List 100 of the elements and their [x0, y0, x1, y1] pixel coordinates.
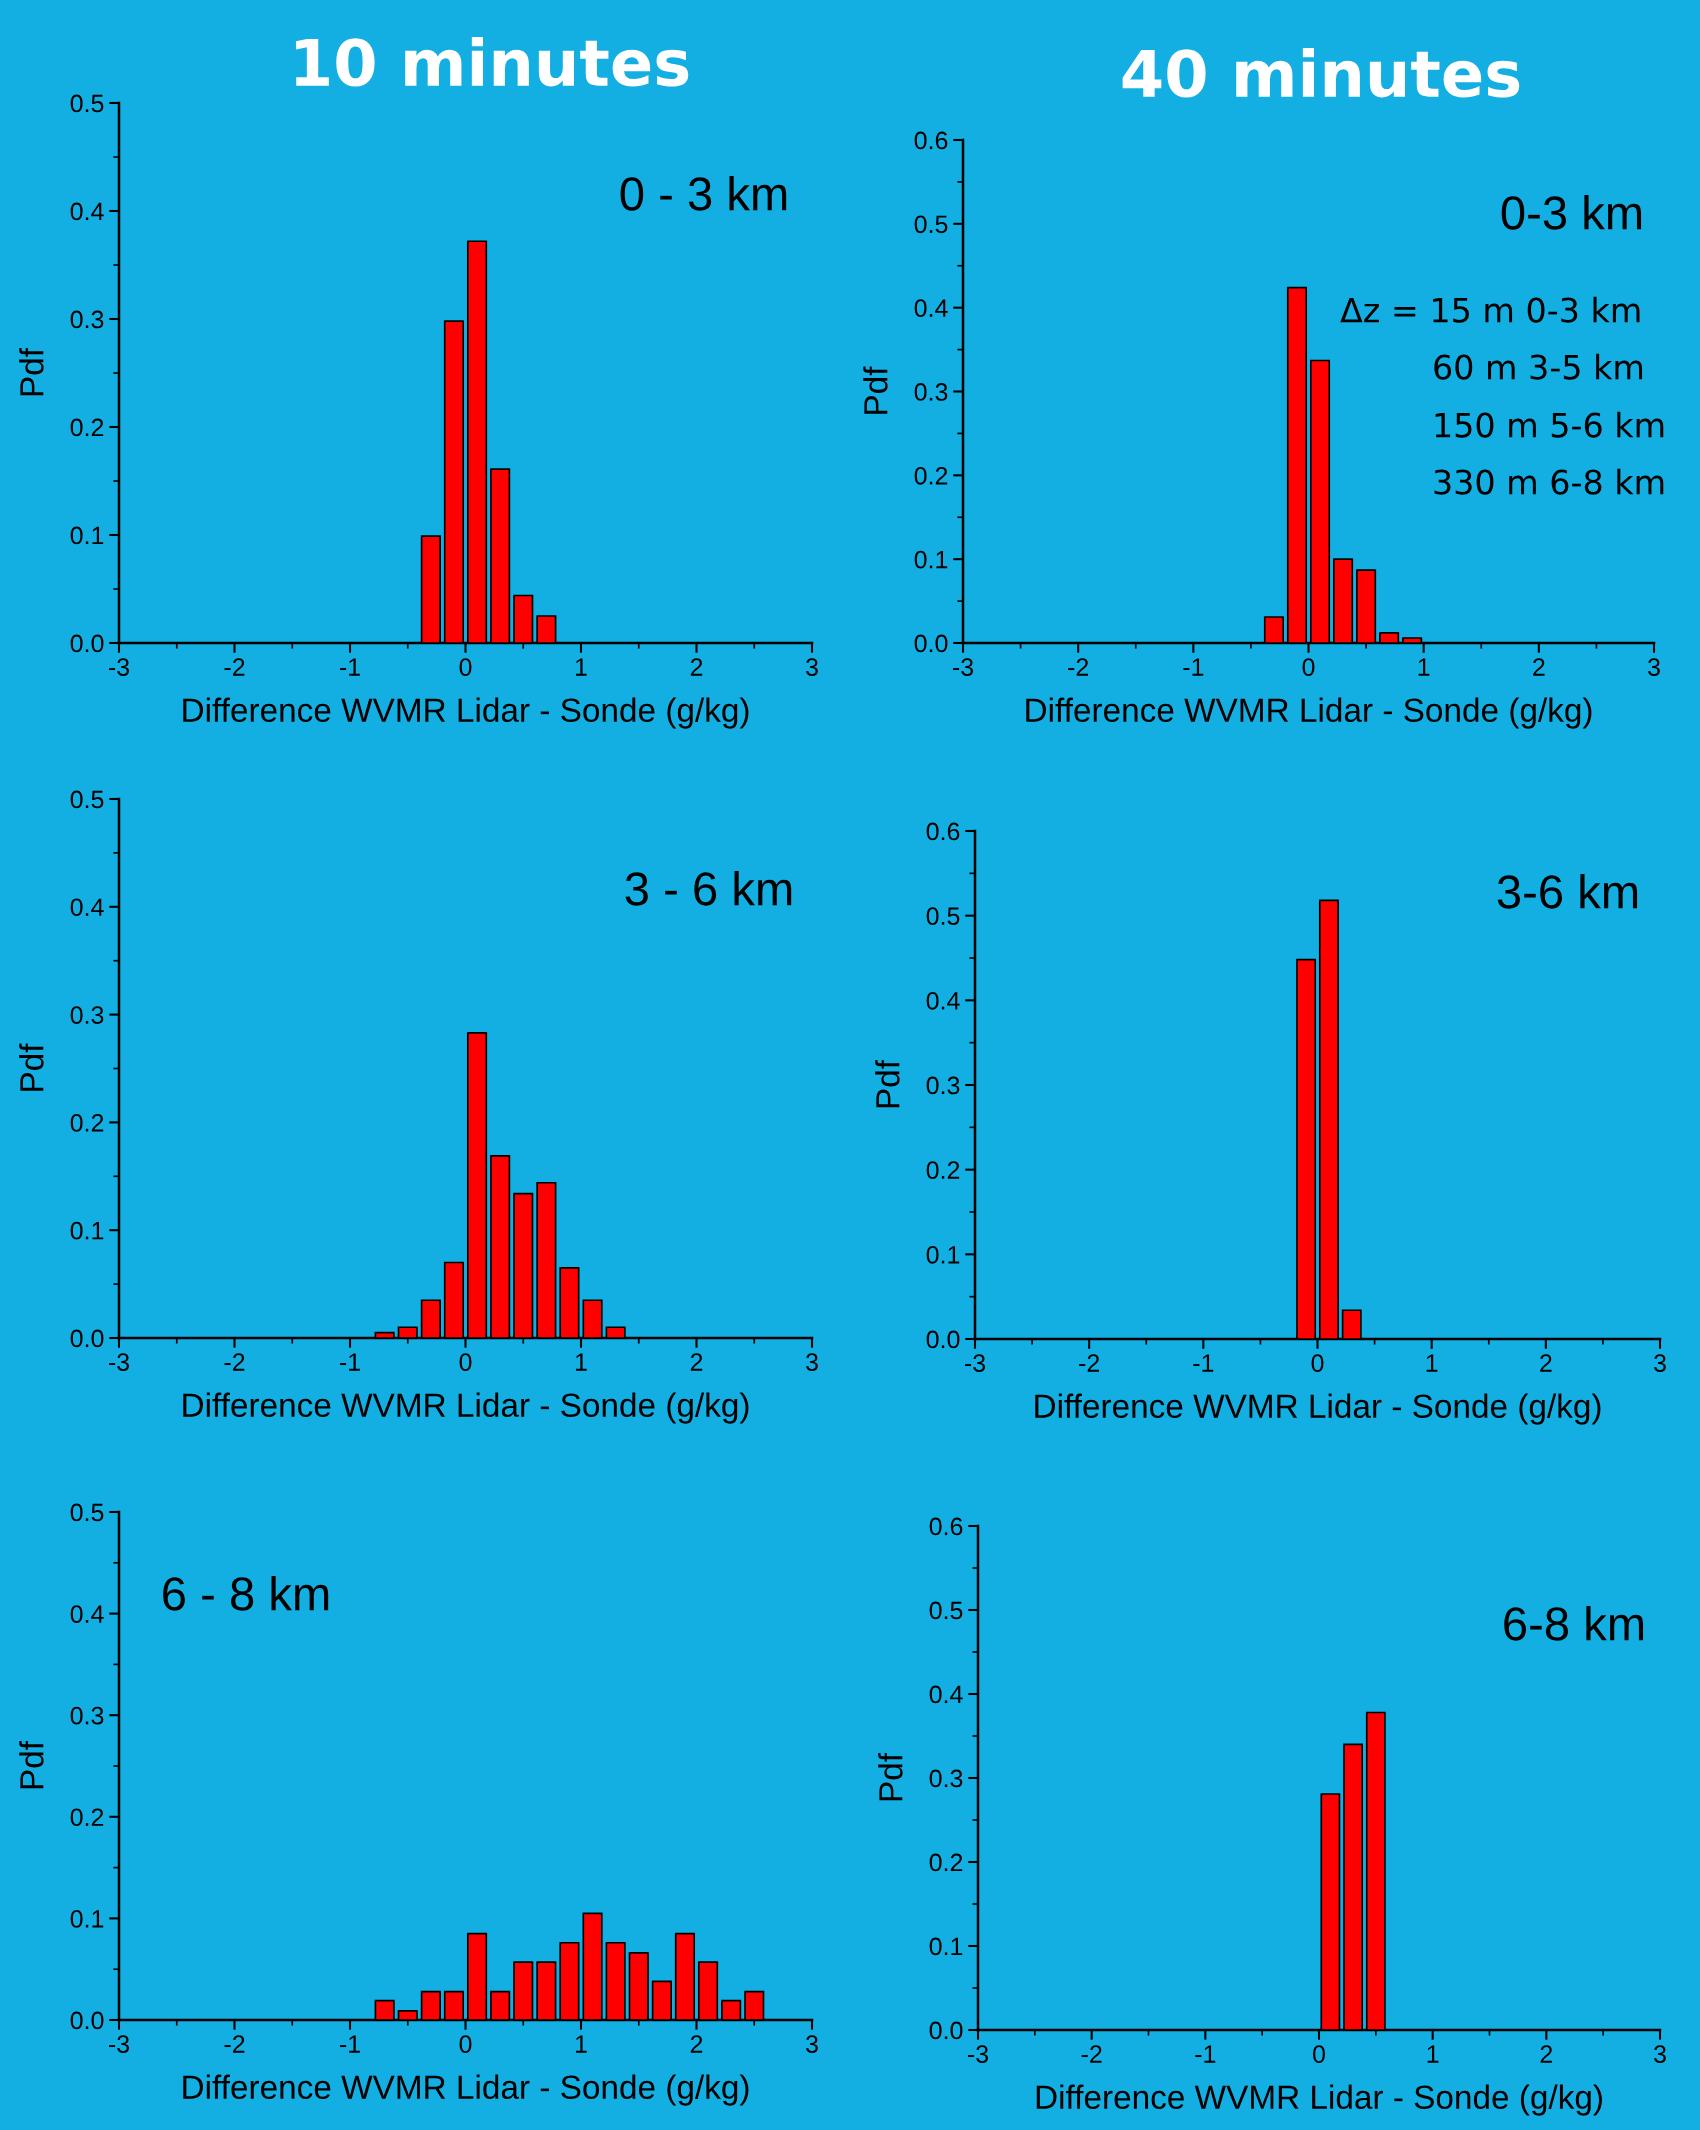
y-tick-label: 0.2 [926, 1161, 960, 1179]
x-tick-label: -2 [1079, 1354, 1100, 1372]
x-tick-label: 2 [1540, 1354, 1552, 1372]
y-axis-title: Pdf [875, 1059, 900, 1108]
x-tick-label: 3 [806, 2035, 818, 2053]
y-axis-title: Pdf [863, 366, 888, 414]
y-tick-label: 0.0 [929, 2021, 963, 2040]
y-tick-label: 0.0 [926, 1330, 960, 1349]
x-tick-label: 3 [1654, 2045, 1666, 2063]
y-tick-label: 0.5 [70, 790, 104, 809]
x-tick-label: 1 [1427, 2045, 1439, 2063]
x-tick-label: 3 [1648, 658, 1660, 676]
y-tick-label: 0.3 [70, 310, 104, 329]
y-tick-label: 0.3 [929, 1769, 963, 1788]
x-tick-label: 2 [690, 2035, 703, 2053]
x-tick-label: 1 [575, 1353, 587, 1371]
x-tick-label: 3 [806, 658, 818, 676]
annotation: 3-6 km [1497, 873, 1638, 909]
x-axis-title: Difference WVMR Lidar - Sonde (g/kg) [183, 1392, 749, 1424]
y-tick-label: 0.3 [70, 1706, 104, 1725]
x-tick-label: 2 [1540, 2045, 1553, 2063]
x-tick-label: -3 [109, 658, 130, 676]
x-tick-label: 2 [1533, 658, 1545, 676]
y-tick-label: 0.4 [914, 299, 948, 317]
x-tick-label: -2 [224, 2035, 245, 2053]
x-tick-label: 0 [1313, 2045, 1325, 2063]
annotation: 150 m 5-6 km [1435, 411, 1664, 438]
y-tick-label: 0.5 [914, 215, 948, 234]
y-tick-label: 0.1 [70, 1221, 104, 1240]
x-tick-label: 2 [690, 658, 703, 676]
chart-title: 40 minutes [1122, 48, 1520, 98]
annotation: Δz = 15 m 0-3 km [1340, 296, 1640, 323]
annotation: 6-8 km [1504, 1605, 1644, 1641]
x-tick-label: 1 [575, 2035, 587, 2053]
y-tick-label: 0.0 [70, 2011, 104, 2030]
x-tick-label: 1 [575, 658, 587, 676]
y-tick-label: 0.2 [70, 1808, 104, 1827]
x-tick-label: 0 [1302, 658, 1315, 676]
y-tick-label: 0.5 [929, 1601, 963, 1620]
x-tick-label: -2 [224, 1353, 245, 1371]
y-tick-label: 0.5 [70, 94, 104, 113]
x-axis-title: Difference WVMR Lidar - Sonde (g/kg) [1035, 1393, 1601, 1425]
y-tick-label: 0.6 [926, 822, 960, 841]
y-tick-label: 0.4 [929, 1685, 963, 1704]
y-tick-label: 0.5 [70, 1503, 104, 1522]
y-tick-label: 0.2 [70, 1114, 104, 1132]
y-axis-title: Pdf [19, 347, 44, 396]
y-tick-label: 0.1 [926, 1245, 960, 1264]
annotation: 60 m 3-5 km [1434, 353, 1643, 380]
x-tick-label: -3 [109, 2035, 130, 2053]
x-tick-label: -3 [953, 658, 974, 676]
x-tick-label: 1 [1418, 658, 1430, 676]
y-tick-label: 0.4 [70, 1605, 104, 1623]
x-axis-title: Difference WVMR Lidar - Sonde (g/kg) [183, 697, 749, 729]
y-axis-title: Pdf [19, 1043, 44, 1091]
x-tick-label: 0 [1311, 1354, 1324, 1372]
x-tick-label: -2 [1081, 2045, 1102, 2063]
x-tick-label: -1 [340, 1353, 360, 1371]
x-axis-title: Difference WVMR Lidar - Sonde (g/kg) [183, 2074, 749, 2106]
annotation: 3 - 6 km [625, 870, 792, 906]
x-tick-label: 3 [1654, 1354, 1666, 1372]
y-tick-label: 0.1 [929, 1937, 963, 1956]
annotation: 6 - 8 km [163, 1575, 329, 1611]
x-tick-label: -3 [109, 1353, 130, 1371]
y-tick-label: 0.3 [70, 1006, 104, 1024]
y-tick-label: 0.0 [70, 634, 104, 653]
annotation: 0 - 3 km [620, 175, 787, 211]
x-tick-label: 0 [459, 658, 472, 676]
y-tick-label: 0.2 [70, 418, 104, 437]
y-tick-label: 0.5 [926, 907, 960, 925]
x-tick-label: -1 [1193, 1354, 1214, 1372]
x-tick-label: -1 [340, 658, 360, 676]
x-tick-label: -3 [965, 1354, 986, 1372]
y-tick-label: 0.1 [914, 550, 948, 569]
x-axis-title: Difference WVMR Lidar - Sonde (g/kg) [1036, 2084, 1602, 2116]
x-tick-label: -3 [968, 2045, 989, 2063]
x-tick-label: -1 [1195, 2045, 1216, 2063]
x-tick-label: 1 [1426, 1354, 1438, 1372]
x-tick-label: 0 [459, 1353, 472, 1371]
y-tick-label: 0.4 [926, 991, 960, 1010]
y-tick-label: 0.3 [926, 1076, 960, 1095]
x-axis-title: Difference WVMR Lidar - Sonde (g/kg) [1026, 697, 1592, 729]
x-tick-label: 0 [459, 2035, 472, 2053]
y-axis-title: Pdf [878, 1752, 903, 1801]
y-tick-label: 0.1 [70, 526, 104, 545]
y-tick-label: 0.2 [914, 466, 948, 485]
y-tick-label: 0.4 [70, 898, 104, 917]
y-axis-title: Pdf [19, 1740, 44, 1789]
annotation: 330 m 6-8 km [1434, 468, 1664, 495]
x-tick-label: -1 [1183, 658, 1204, 676]
x-tick-label: -2 [224, 658, 245, 676]
x-tick-label: 3 [806, 1353, 818, 1371]
x-tick-label: -2 [1068, 658, 1089, 676]
y-tick-label: 0.1 [70, 1910, 104, 1928]
x-tick-label: 2 [690, 1353, 703, 1371]
y-tick-label: 0.6 [929, 1517, 963, 1536]
y-tick-label: 0.3 [914, 383, 948, 401]
annotation: 0-3 km [1501, 194, 1642, 230]
chart-title: 10 minutes [295, 37, 689, 87]
y-tick-label: 0.0 [914, 634, 948, 653]
